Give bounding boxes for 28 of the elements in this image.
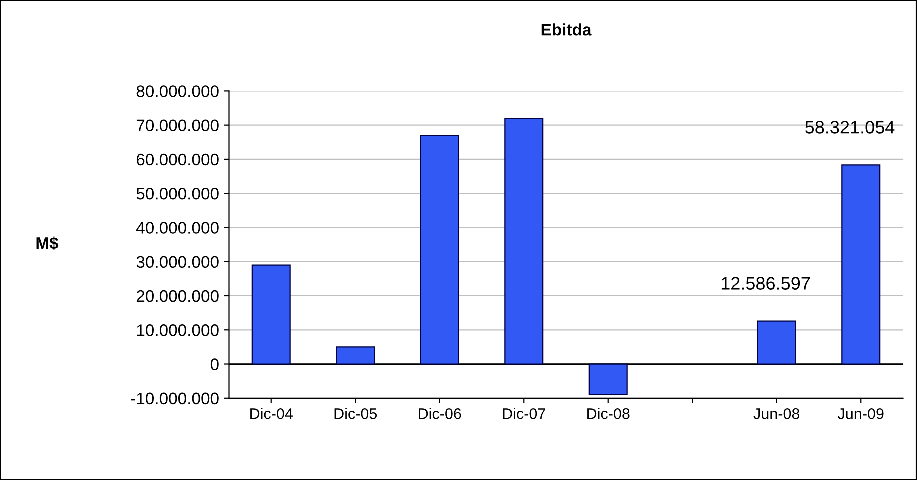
x-tick-label: Jun-08 [754,408,800,420]
data-label: 12.586.597 [722,277,810,290]
x-tick-label: Dic-08 [588,408,630,420]
data-label: 58.321.054 [806,121,895,134]
y-tick-label: 10.000.000 [137,324,219,336]
chart-title: Ebitda [542,24,592,36]
x-tick-label: Dic-05 [334,408,378,420]
y-tick-label: 80.000.000 [136,86,219,98]
y-tick-label: 20.000.000 [136,290,219,302]
x-tick-label: Dic-06 [419,408,462,420]
y-tick-label: -10.000.000 [131,392,219,405]
x-tick-label: Jun-09 [838,408,884,420]
bar [420,135,460,365]
y-tick-label: 60.000.000 [136,154,219,166]
y-tick-label: 0 [210,358,219,370]
bar [504,118,544,365]
y-tick-label: 50.000.000 [136,188,219,200]
bar [588,364,628,396]
y-tick-label: 40.000.000 [136,222,219,234]
bar [252,264,291,365]
x-tick-label: Dic-07 [503,408,546,420]
bar [757,320,796,365]
x-tick-label: Dic-04 [250,408,293,420]
y-tick-label: 30.000.000 [136,256,219,268]
y-axis-title: M$ [36,236,59,250]
y-tick-label: 70.000.000 [136,120,219,132]
bar [336,346,376,365]
bar [842,164,881,365]
